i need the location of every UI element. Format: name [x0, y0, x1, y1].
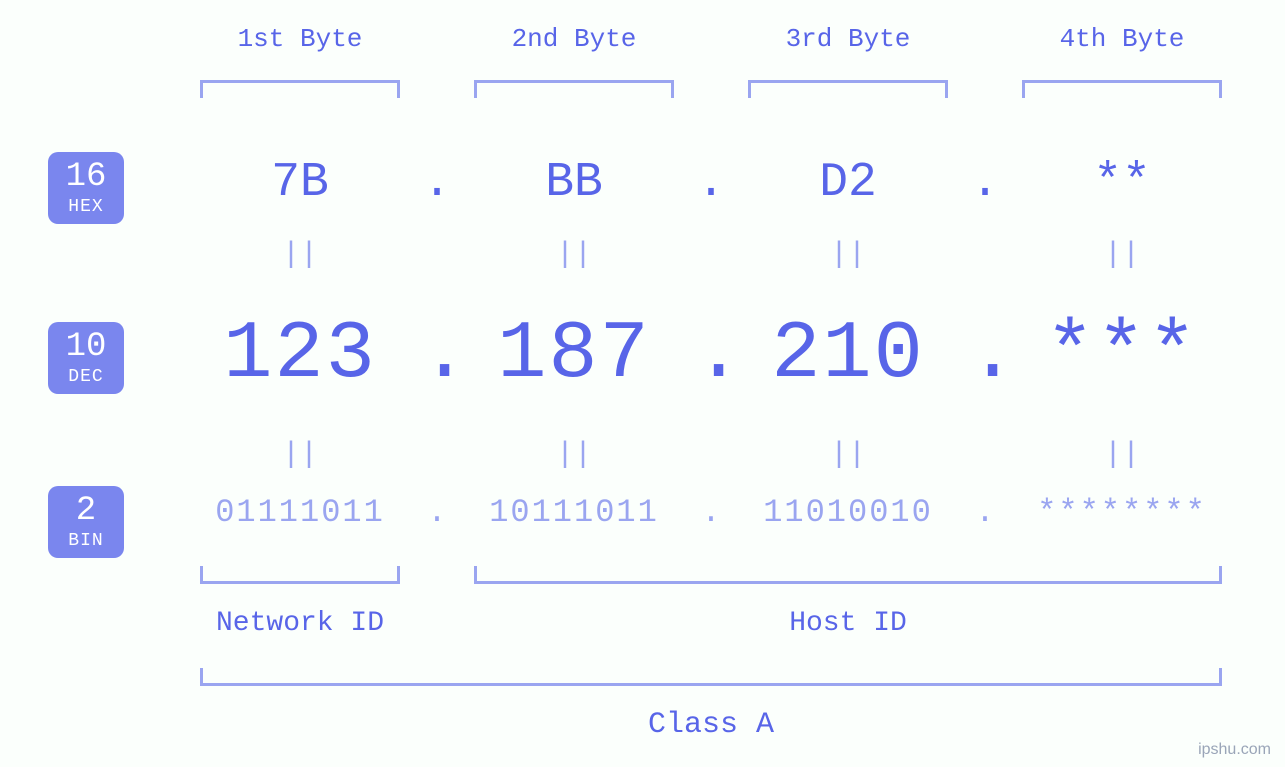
byte-1-label: 1st Byte — [208, 24, 392, 54]
dec-badge-label: DEC — [68, 368, 103, 386]
eq-top-2: || — [454, 238, 694, 272]
bin-badge-number: 2 — [76, 494, 96, 528]
byte-2-label: 2nd Byte — [482, 24, 666, 54]
byte-3-label: 3rd Byte — [756, 24, 940, 54]
dec-byte-3: 210 — [728, 308, 968, 401]
bin-byte-3: 11010010 — [728, 494, 968, 531]
bin-sep-3: . — [968, 494, 1002, 531]
bin-sep-1: . — [420, 494, 454, 531]
bin-sep-2: . — [694, 494, 728, 531]
hex-byte-4: ** — [1002, 156, 1242, 210]
eq-top-3: || — [728, 238, 968, 272]
dec-sep-1: . — [420, 308, 454, 401]
byte-2-bracket — [474, 80, 674, 98]
bin-badge: 2 BIN — [48, 486, 124, 558]
eq-top-1: || — [180, 238, 420, 272]
hex-badge-label: HEX — [68, 198, 103, 216]
watermark: ipshu.com — [1198, 741, 1271, 759]
dec-byte-2: 187 — [454, 308, 694, 401]
bin-row: 01111011 . 10111011 . 11010010 . *******… — [180, 494, 1242, 531]
hex-byte-2: BB — [454, 156, 694, 210]
byte-3-bracket — [748, 80, 948, 98]
bin-badge-label: BIN — [68, 532, 103, 550]
dec-byte-1: 123 — [180, 308, 420, 401]
dec-byte-4: *** — [1002, 308, 1242, 401]
class-bracket — [200, 668, 1222, 686]
network-id-label: Network ID — [200, 608, 400, 639]
class-label: Class A — [200, 708, 1222, 742]
eq-bot-2: || — [454, 438, 694, 472]
hex-byte-1: 7B — [180, 156, 420, 210]
host-id-bracket — [474, 566, 1222, 584]
dec-sep-2: . — [694, 308, 728, 401]
eq-bot-3: || — [728, 438, 968, 472]
hex-sep-2: . — [694, 156, 728, 210]
hex-badge: 16 HEX — [48, 152, 124, 224]
eq-top-4: || — [1002, 238, 1242, 272]
bin-byte-1: 01111011 — [180, 494, 420, 531]
eq-bot-4: || — [1002, 438, 1242, 472]
network-id-bracket — [200, 566, 400, 584]
bin-byte-2: 10111011 — [454, 494, 694, 531]
hex-sep-1: . — [420, 156, 454, 210]
hex-row: 7B . BB . D2 . ** — [180, 156, 1242, 210]
byte-4-bracket — [1022, 80, 1222, 98]
hex-sep-3: . — [968, 156, 1002, 210]
host-id-label: Host ID — [474, 608, 1222, 639]
eq-row-bottom: || || || || — [180, 438, 1242, 472]
dec-badge-number: 10 — [66, 330, 107, 364]
dec-badge: 10 DEC — [48, 322, 124, 394]
dec-row: 123 . 187 . 210 . *** — [180, 308, 1242, 401]
dec-sep-3: . — [968, 308, 1002, 401]
hex-byte-3: D2 — [728, 156, 968, 210]
byte-1-bracket — [200, 80, 400, 98]
hex-badge-number: 16 — [66, 160, 107, 194]
eq-bot-1: || — [180, 438, 420, 472]
byte-4-label: 4th Byte — [1030, 24, 1214, 54]
bin-byte-4: ******** — [1002, 494, 1242, 531]
eq-row-top: || || || || — [180, 238, 1242, 272]
